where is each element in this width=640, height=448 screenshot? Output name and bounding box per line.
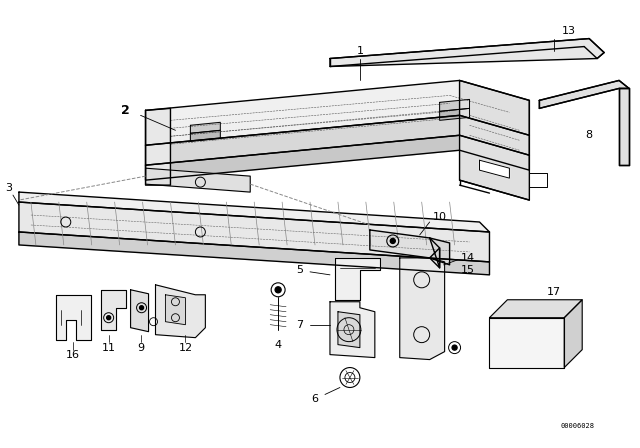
Text: 4: 4 (275, 340, 282, 349)
Polygon shape (131, 290, 148, 332)
Polygon shape (529, 173, 547, 187)
Text: 6: 6 (312, 394, 319, 405)
Text: 15: 15 (461, 265, 474, 275)
Polygon shape (56, 295, 91, 340)
Polygon shape (19, 192, 490, 232)
Text: 2: 2 (121, 104, 130, 117)
Circle shape (140, 306, 143, 310)
Polygon shape (166, 295, 186, 325)
Polygon shape (145, 168, 250, 192)
Circle shape (107, 316, 111, 320)
Text: 12: 12 (179, 343, 193, 353)
Polygon shape (145, 115, 529, 165)
Text: 9: 9 (137, 343, 144, 353)
Circle shape (275, 287, 281, 293)
Polygon shape (100, 290, 125, 330)
Text: 17: 17 (547, 287, 561, 297)
Text: 00006028: 00006028 (560, 423, 594, 429)
Text: 10: 10 (433, 212, 447, 222)
Polygon shape (440, 99, 470, 112)
Polygon shape (335, 258, 380, 300)
Text: 3: 3 (6, 183, 12, 193)
Text: 1: 1 (356, 46, 364, 56)
Polygon shape (440, 108, 470, 121)
Polygon shape (564, 300, 582, 367)
Text: 5: 5 (296, 265, 303, 275)
Circle shape (452, 345, 457, 350)
Circle shape (390, 238, 396, 243)
Polygon shape (330, 302, 375, 358)
Polygon shape (145, 81, 529, 145)
Polygon shape (145, 108, 170, 185)
Polygon shape (19, 232, 490, 275)
Polygon shape (330, 39, 604, 66)
Text: 7: 7 (296, 320, 303, 330)
Text: 14: 14 (460, 253, 475, 263)
Polygon shape (429, 238, 449, 268)
Polygon shape (191, 130, 220, 141)
Polygon shape (191, 122, 220, 134)
Polygon shape (460, 81, 529, 200)
Polygon shape (490, 318, 564, 367)
Polygon shape (619, 88, 629, 165)
Polygon shape (156, 285, 205, 338)
Polygon shape (479, 160, 509, 178)
Polygon shape (540, 81, 629, 108)
Text: 11: 11 (102, 343, 116, 353)
Text: 13: 13 (562, 26, 576, 35)
Polygon shape (490, 300, 582, 318)
Polygon shape (370, 230, 440, 268)
Polygon shape (19, 202, 490, 262)
Polygon shape (338, 312, 360, 348)
Text: 16: 16 (66, 349, 80, 360)
Text: 8: 8 (586, 130, 593, 140)
Polygon shape (145, 135, 529, 180)
Polygon shape (400, 258, 445, 360)
